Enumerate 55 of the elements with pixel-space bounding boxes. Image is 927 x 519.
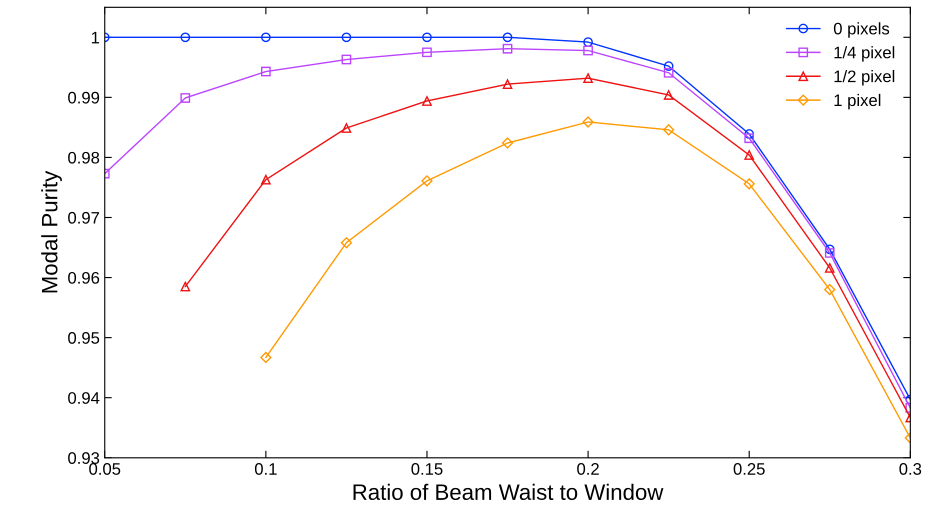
point <box>261 32 271 42</box>
x-tick-label: 0.25 <box>734 463 765 475</box>
legend-label: 1/2 pixel <box>834 70 894 86</box>
legend-label: 1/4 pixel <box>834 46 894 62</box>
x-axis-title: Ratio of Beam Waist to Window <box>354 484 664 500</box>
point <box>422 96 432 106</box>
point <box>744 129 754 139</box>
y-tick-label: 1 <box>92 32 100 44</box>
legend-label: 1 pixel <box>834 94 880 110</box>
point <box>421 175 433 186</box>
y-tick-label: 0.96 <box>68 272 100 284</box>
point <box>824 263 835 273</box>
point <box>261 174 271 185</box>
point <box>744 150 754 160</box>
y-axis-title: Modal Purity <box>41 170 62 292</box>
y-tick-label: 0.94 <box>68 392 100 404</box>
y-tick-label: 0.99 <box>68 92 100 104</box>
point <box>261 66 271 76</box>
point <box>744 178 755 190</box>
y-tick-label: 0.93 <box>68 452 100 464</box>
point <box>664 90 674 100</box>
point <box>824 248 835 258</box>
point <box>824 244 835 254</box>
point <box>342 32 352 42</box>
point <box>502 79 512 90</box>
point <box>502 32 512 42</box>
point <box>583 73 593 84</box>
point <box>422 32 432 42</box>
point <box>342 54 352 64</box>
point <box>583 46 593 56</box>
point <box>422 47 432 58</box>
x-tick-label: 0.15 <box>411 463 442 475</box>
point <box>744 133 754 144</box>
point <box>180 93 190 103</box>
y-tick-label: 0.95 <box>68 332 100 344</box>
point <box>340 237 352 248</box>
x-tick-label: 0.2 <box>577 463 599 475</box>
point <box>260 352 272 364</box>
x-tick-label: 0.1 <box>254 463 277 475</box>
point <box>180 282 190 292</box>
point <box>663 124 674 136</box>
point <box>502 137 514 149</box>
point <box>664 68 674 78</box>
point <box>180 32 190 42</box>
legend-label: 0 pixels <box>834 22 890 38</box>
point <box>342 123 352 133</box>
point <box>502 44 512 54</box>
point <box>582 116 594 128</box>
point <box>583 37 593 47</box>
x-tick-label: 0.05 <box>89 463 120 475</box>
y-tick-label: 0.98 <box>68 152 100 164</box>
x-tick-label: 0.3 <box>899 463 922 475</box>
y-tick-label: 0.97 <box>68 212 100 224</box>
point <box>664 61 674 71</box>
point <box>824 284 836 296</box>
